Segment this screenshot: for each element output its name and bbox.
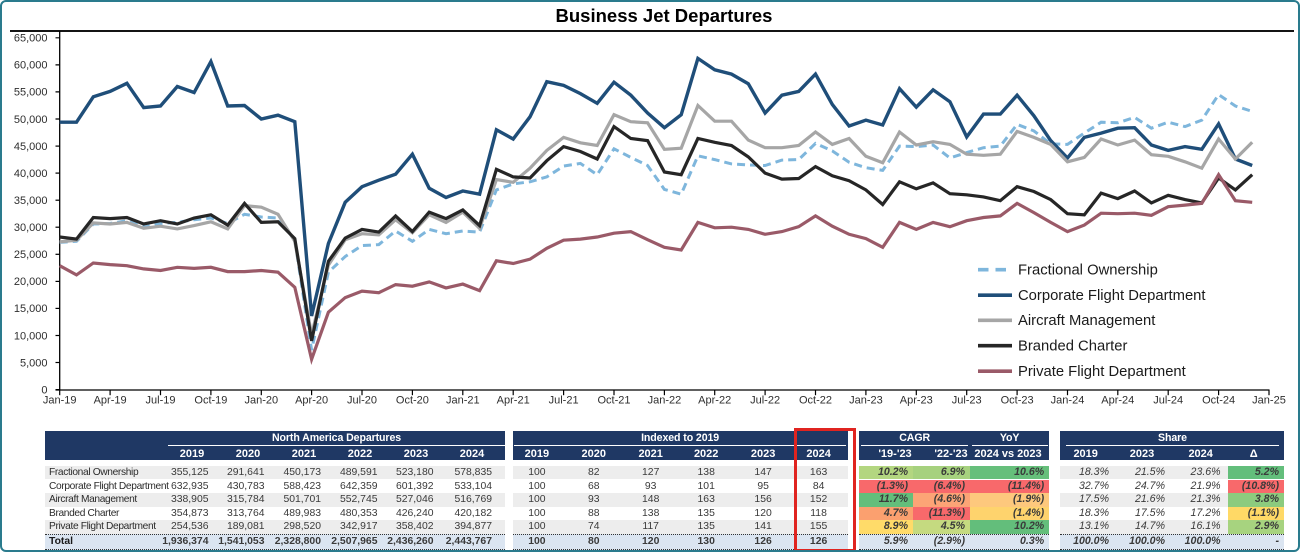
svg-text:55,000: 55,000	[14, 87, 48, 99]
svg-text:Apr-20: Apr-20	[295, 395, 328, 407]
svg-text:Aircraft Management: Aircraft Management	[1018, 313, 1155, 329]
svg-text:15,000: 15,000	[14, 303, 48, 315]
svg-text:Jul-20: Jul-20	[347, 395, 377, 407]
svg-text:5,000: 5,000	[20, 357, 48, 369]
svg-text:10,000: 10,000	[14, 330, 48, 342]
svg-text:45,000: 45,000	[14, 141, 48, 153]
svg-text:65,000: 65,000	[14, 33, 48, 45]
svg-text:Private Flight Department: Private Flight Department	[1018, 364, 1186, 380]
svg-text:Jan-24: Jan-24	[1051, 395, 1085, 407]
svg-text:20,000: 20,000	[14, 276, 48, 288]
svg-text:Oct-19: Oct-19	[194, 395, 227, 407]
svg-text:Jul-24: Jul-24	[1153, 395, 1183, 407]
svg-text:Fractional Ownership: Fractional Ownership	[1018, 263, 1158, 279]
svg-text:Oct-23: Oct-23	[1001, 395, 1034, 407]
svg-text:Jan-25: Jan-25	[1252, 395, 1286, 407]
svg-text:Jul-21: Jul-21	[549, 395, 579, 407]
svg-text:Apr-23: Apr-23	[900, 395, 933, 407]
svg-text:Oct-20: Oct-20	[396, 395, 429, 407]
svg-text:Apr-22: Apr-22	[698, 395, 731, 407]
svg-text:Oct-22: Oct-22	[799, 395, 832, 407]
svg-text:Apr-21: Apr-21	[497, 395, 530, 407]
svg-text:Apr-24: Apr-24	[1101, 395, 1134, 407]
svg-text:30,000: 30,000	[14, 222, 48, 234]
svg-text:Branded Charter: Branded Charter	[1018, 339, 1127, 355]
svg-text:25,000: 25,000	[14, 249, 48, 261]
svg-text:Corporate Flight Department: Corporate Flight Department	[1018, 288, 1206, 304]
svg-text:Apr-19: Apr-19	[94, 395, 127, 407]
svg-text:0: 0	[41, 384, 47, 396]
svg-text:Oct-24: Oct-24	[1202, 395, 1235, 407]
svg-text:35,000: 35,000	[14, 195, 48, 207]
svg-text:Oct-21: Oct-21	[597, 395, 630, 407]
svg-text:Jan-23: Jan-23	[849, 395, 883, 407]
svg-text:40,000: 40,000	[14, 168, 48, 180]
svg-text:50,000: 50,000	[14, 114, 48, 126]
svg-text:Jul-19: Jul-19	[146, 395, 176, 407]
svg-text:Jan-21: Jan-21	[446, 395, 480, 407]
svg-text:Jan-22: Jan-22	[648, 395, 682, 407]
svg-text:Jul-23: Jul-23	[952, 395, 982, 407]
svg-text:Jan-20: Jan-20	[244, 395, 278, 407]
svg-text:Jul-22: Jul-22	[750, 395, 780, 407]
svg-text:60,000: 60,000	[14, 60, 48, 72]
svg-text:Jan-19: Jan-19	[43, 395, 77, 407]
